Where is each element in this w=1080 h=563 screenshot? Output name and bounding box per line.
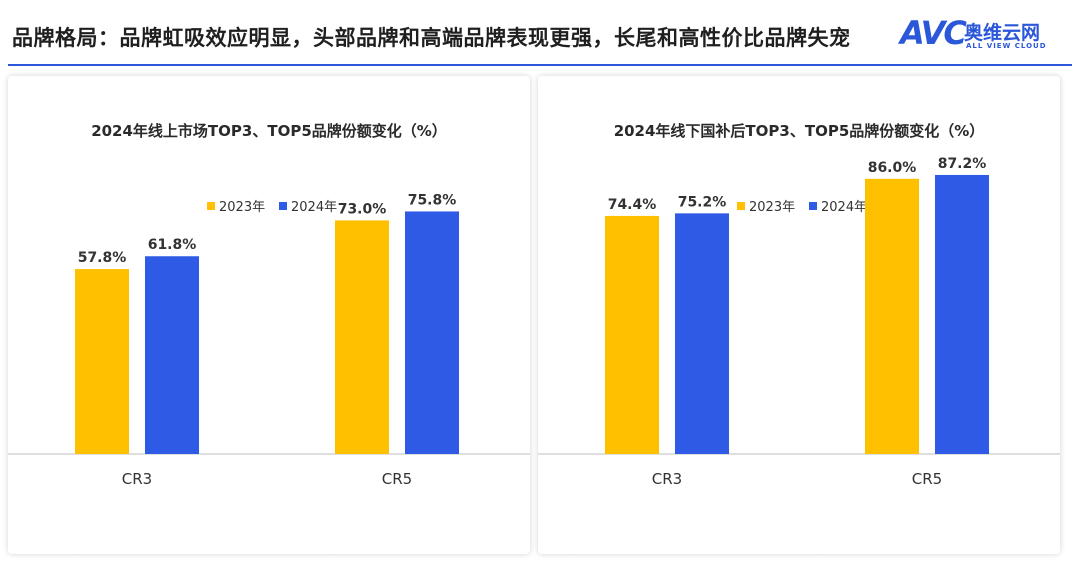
chart-offline: 2024年线下国补后TOP3、TOP5品牌份额变化（%） 2023年 2024年 74… xyxy=(538,122,1060,488)
page-title: 品牌格局：品牌虹吸效应明显，头部品牌和高端品牌表现更强，长尾和高性价比品牌失宠 xyxy=(12,26,851,50)
bar-cr5-0 xyxy=(865,178,919,455)
data-label-cr3-1: 75.2% xyxy=(678,194,727,210)
logo-en-text: ALL VIEW CLOUD xyxy=(966,42,1047,50)
data-label-cr5-1: 87.2% xyxy=(938,156,987,172)
tick-label-cr3: CR3 xyxy=(122,470,152,488)
legend-label-0: 2023年 xyxy=(219,200,265,215)
legend-swatch-1 xyxy=(809,202,817,210)
logo-cn-text: 奥维云网 xyxy=(964,22,1041,44)
tick-label-cr5: CR5 xyxy=(912,470,942,488)
legend-label-1: 2024年 xyxy=(821,200,867,215)
data-label-cr5-1: 75.8% xyxy=(408,192,457,208)
bar-cr5-1 xyxy=(935,174,989,454)
chart-panel-offline: 2024年线下国补后TOP3、TOP5品牌份额变化（%） 2023年 2024年 74… xyxy=(538,76,1060,554)
header-divider xyxy=(8,64,1072,66)
chart-title: 2024年线上市场TOP3、TOP5品牌份额变化（%） xyxy=(91,122,447,140)
legend-label-0: 2023年 xyxy=(749,200,795,215)
bar-cr5-1 xyxy=(405,211,459,454)
legend-swatch-0 xyxy=(737,202,745,210)
legend-label-1: 2024年 xyxy=(291,200,337,215)
logo-mark: AVC xyxy=(900,14,967,52)
header: 品牌格局：品牌虹吸效应明显，头部品牌和高端品牌表现更强，长尾和高性价比品牌失宠 … xyxy=(0,0,1080,66)
data-label-cr3-0: 74.4% xyxy=(608,197,657,213)
tick-label-cr3: CR3 xyxy=(652,470,682,488)
chart-title: 2024年线下国补后TOP3、TOP5品牌份额变化（%） xyxy=(614,122,985,140)
bar-cr3-1 xyxy=(145,256,199,454)
data-label-cr3-1: 61.8% xyxy=(148,237,197,253)
bar-cr5-0 xyxy=(335,220,389,454)
legend-swatch-1 xyxy=(279,202,287,210)
chart-panel-online: 2024年线上市场TOP3、TOP5品牌份额变化（%） 2023年 2024年 57.… xyxy=(8,76,530,554)
chart-online: 2024年线上市场TOP3、TOP5品牌份额变化（%） 2023年 2024年 57.… xyxy=(8,122,530,488)
tick-label-cr5: CR5 xyxy=(382,470,412,488)
data-label-cr5-0: 73.0% xyxy=(338,201,387,217)
bar-cr3-1 xyxy=(675,213,729,454)
data-label-cr5-0: 86.0% xyxy=(868,160,917,176)
legend-swatch-0 xyxy=(207,202,215,210)
bar-cr3-0 xyxy=(605,215,659,454)
avc-logo: AVC 奥维云网 ALL VIEW CLOUD xyxy=(900,14,1075,54)
bar-cr3-0 xyxy=(75,269,129,454)
data-label-cr3-0: 57.8% xyxy=(78,250,127,266)
